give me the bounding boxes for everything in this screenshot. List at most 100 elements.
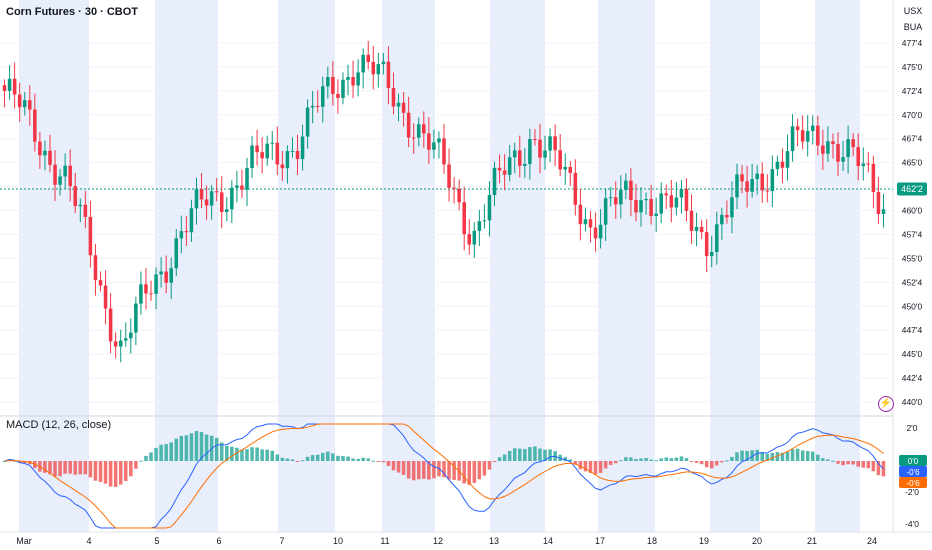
histogram-bar <box>12 460 17 462</box>
candle-body <box>290 150 295 152</box>
histogram-bar <box>861 461 866 468</box>
candle-body <box>659 193 663 214</box>
candle-body <box>548 136 552 151</box>
time-axis[interactable]: Mar 4 5 6 7 10 11 12 13 14 17 18 19 20 21 24 <box>16 536 877 546</box>
price-tick-label: 475'0 <box>902 62 923 72</box>
histogram-bar <box>593 461 598 475</box>
histogram-bar <box>497 457 502 461</box>
price-tick-label: 452'4 <box>902 277 923 287</box>
candle-body <box>533 139 537 141</box>
macd-axis[interactable]: 2'0 -2'0 -4'0 <box>905 423 919 529</box>
histogram-bar <box>709 461 714 469</box>
candle-body <box>154 274 158 294</box>
histogram-bar <box>88 461 93 478</box>
histogram-bar <box>280 457 285 461</box>
price-tick-label: 460'0 <box>902 206 923 216</box>
candle-body <box>694 226 699 231</box>
candle-body <box>422 124 426 134</box>
currency-code[interactable]: USX <box>903 6 923 16</box>
histogram-bar <box>851 461 855 465</box>
candle-body <box>159 271 163 275</box>
histogram-bar <box>336 455 340 461</box>
histogram-bar <box>174 438 179 461</box>
candle-body <box>260 152 264 159</box>
candle-body <box>139 284 143 304</box>
symbol-title[interactable]: Corn Futures · 30 · CBOT <box>6 6 139 18</box>
histogram-bar <box>270 450 275 461</box>
histogram-bar <box>73 461 78 475</box>
price-tick-label: 470'0 <box>902 110 923 120</box>
time-tick-label: 12 <box>433 536 443 546</box>
histogram-bar <box>315 454 320 461</box>
candlesticks[interactable] <box>2 40 886 363</box>
time-tick-label: 6 <box>216 536 221 546</box>
session-band <box>598 0 655 532</box>
candle-body <box>68 165 72 187</box>
session-band <box>19 0 89 532</box>
histogram-bar <box>507 450 512 461</box>
candle-body <box>406 112 411 138</box>
histogram-bar <box>477 461 482 480</box>
candle-body <box>502 170 507 175</box>
histogram-bar <box>462 461 466 484</box>
price-tick-label: 440'0 <box>902 397 923 407</box>
histogram-bar <box>68 461 72 474</box>
candle-body <box>760 173 765 191</box>
candle-body <box>58 176 62 185</box>
histogram-bar <box>103 461 108 484</box>
candle-body <box>709 252 714 257</box>
candle-body <box>17 94 22 108</box>
histogram-bar <box>588 461 593 473</box>
candle-body <box>664 193 669 196</box>
candle-body <box>578 204 583 225</box>
candle-body <box>123 338 128 341</box>
candle-body <box>583 219 588 225</box>
candle-body <box>204 199 209 206</box>
candle-body <box>320 86 325 107</box>
candle-body <box>851 139 855 148</box>
histogram-bar <box>745 450 749 461</box>
histogram-bar <box>563 457 568 461</box>
session-band <box>490 0 545 532</box>
candle-body <box>487 194 492 221</box>
candle-body <box>644 198 648 201</box>
candle-body <box>624 180 628 190</box>
histogram-bar <box>139 460 143 462</box>
candle-body <box>598 224 603 239</box>
histogram-bar <box>406 461 411 479</box>
candle-body <box>452 187 456 189</box>
candle-body <box>725 214 729 218</box>
histogram-bar <box>765 453 770 461</box>
candle-body <box>831 141 835 145</box>
candle-body <box>881 209 886 214</box>
alert-icon[interactable]: ⚡ <box>878 396 894 412</box>
histogram-bar <box>427 461 431 480</box>
histogram-bar <box>48 461 52 475</box>
currency-exchange[interactable]: BUA <box>903 22 923 32</box>
histogram-bar <box>245 449 249 461</box>
candle-body <box>240 185 244 190</box>
histogram-bar <box>295 461 300 462</box>
time-tick-label: 21 <box>807 536 817 546</box>
candle-body <box>250 145 254 169</box>
candle-body <box>432 142 436 150</box>
candle-body <box>134 303 138 333</box>
candle-body <box>12 78 17 95</box>
candle-body <box>416 124 421 138</box>
histogram-bar <box>624 457 628 461</box>
price-axis[interactable]: 477'4475'0472'4470'0467'4465'0462'4460'0… <box>902 38 923 407</box>
histogram-bar <box>810 451 815 461</box>
candle-body <box>523 163 527 166</box>
candle-body <box>7 78 12 91</box>
histogram-bar <box>361 457 365 461</box>
candle-body <box>396 102 401 107</box>
time-tick-label: 14 <box>543 536 553 546</box>
histogram-bar <box>770 452 775 461</box>
histogram-bar <box>694 461 699 463</box>
candle-body <box>356 72 360 86</box>
histogram-bar <box>290 459 295 461</box>
histogram-bar <box>401 461 406 475</box>
histogram-bar <box>836 461 840 464</box>
macd-indicator-label[interactable]: MACD (12, 26, close) <box>6 419 112 431</box>
